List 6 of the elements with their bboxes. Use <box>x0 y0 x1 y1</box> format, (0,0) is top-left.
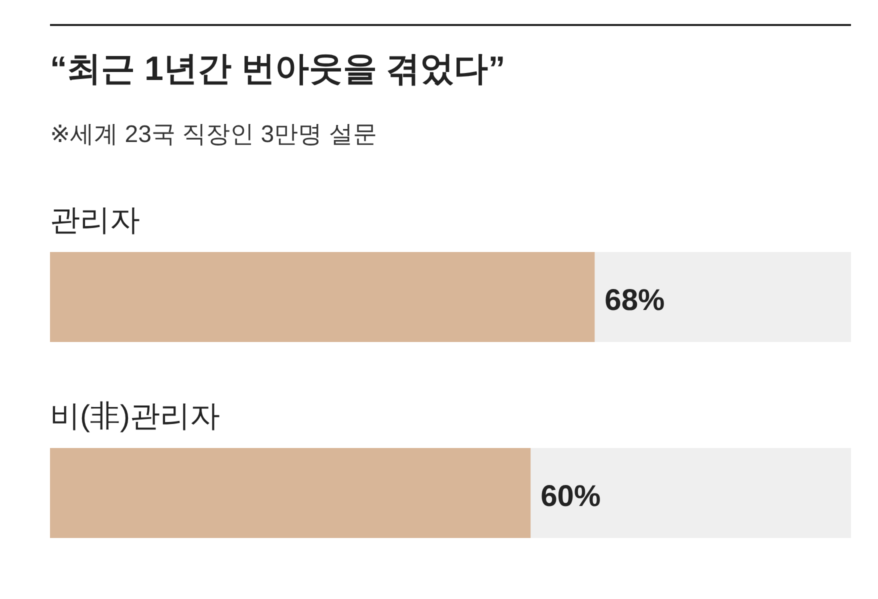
y-tick-label: 관리자 <box>50 204 140 237</box>
chart-subtitle: ※세계 23국 직장인 3만명 설문 <box>50 121 377 148</box>
y-tick-label: 비(非)관리자 <box>50 400 220 433</box>
data-label: 68% <box>604 284 665 317</box>
data-label: 60% <box>540 480 601 513</box>
chart-title: “최근 1년간 번아웃을 겪었다” <box>50 50 506 88</box>
